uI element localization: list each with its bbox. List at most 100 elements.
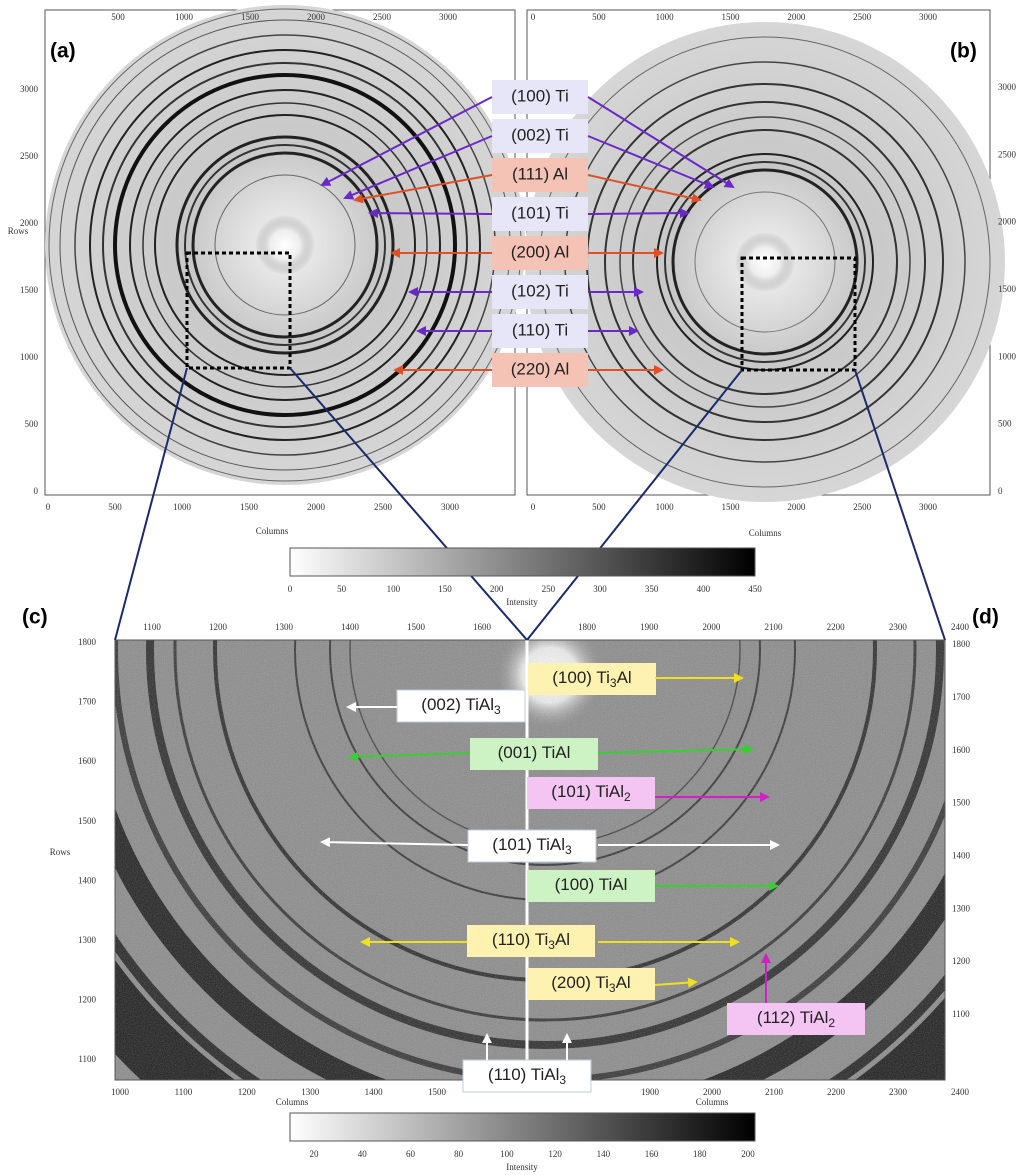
reflection-label: (112) TiAl2	[757, 1008, 836, 1030]
x-axis-title: Columns	[276, 1097, 309, 1107]
x-tick-label: 2400	[951, 622, 970, 632]
colorbar-tick: 200	[741, 1149, 755, 1159]
x-axis-title: Columns	[256, 526, 289, 536]
colorbar-title: Intensity	[506, 597, 538, 607]
x-tick-label: 1000	[111, 1087, 130, 1097]
y-tick-label: 3000	[20, 84, 39, 94]
y-tick-label: 1200	[78, 994, 97, 1004]
x-tick-label: 1400	[341, 622, 360, 632]
colorbar-tick: 40	[358, 1149, 368, 1159]
x-tick-label: 2300	[889, 1087, 908, 1097]
y-tick-label: 1300	[952, 903, 971, 913]
y-tick-label: 0	[34, 486, 39, 496]
x-tick-label: 1000	[175, 12, 194, 22]
x-tick-label: 2200	[827, 622, 846, 632]
panel-label: (a)	[50, 40, 76, 63]
x-tick-label: 500	[108, 502, 122, 512]
panel-label: (c)	[22, 606, 48, 629]
colorbar-tick: 350	[645, 584, 659, 594]
reflection-label: (001) TiAl	[498, 743, 571, 762]
colorbar	[290, 548, 755, 576]
label-text: (001) TiAl	[498, 743, 571, 762]
label-tail: Al	[616, 973, 631, 992]
reflection-label: (100) TiAl	[555, 875, 628, 894]
x-tick-label: 2200	[827, 1087, 846, 1097]
reflection-label: (111) Al	[512, 164, 568, 183]
reflection-label: (101) TiAl2	[551, 782, 631, 804]
x-tick-label: 3000	[439, 12, 458, 22]
x-tick-label: 3000	[919, 12, 938, 22]
reflection-label: (102) Ti	[511, 281, 569, 300]
x-tick-label: 3000	[441, 502, 460, 512]
x-tick-label: 1000	[656, 502, 675, 512]
x-tick-label: 2000	[307, 502, 326, 512]
center-spot	[255, 215, 315, 275]
y-axis-title: Rows	[50, 847, 71, 857]
x-tick-label: 2400	[951, 1087, 970, 1097]
x-tick-label: 2000	[787, 502, 806, 512]
x-tick-label: 1000	[656, 12, 675, 22]
y-tick-label: 2500	[998, 149, 1017, 159]
colorbar-tick: 150	[438, 584, 452, 594]
label-text: (100) TiAl	[555, 875, 628, 894]
x-tick-label: 1100	[175, 1087, 193, 1097]
y-tick-label: 1500	[952, 798, 971, 808]
reflection-label: (200) Ti3Al	[551, 973, 630, 995]
arrow	[370, 213, 492, 214]
colorbar-tick: 140	[597, 1149, 611, 1159]
subscript: 2	[828, 1016, 835, 1030]
x-tick-label: 2300	[889, 622, 908, 632]
x-tick-label: 2000	[703, 1087, 722, 1097]
subscript: 3	[494, 703, 501, 717]
x-tick-label: 2000	[702, 622, 721, 632]
arrow	[588, 213, 688, 214]
x-tick-label: 500	[111, 12, 125, 22]
x-tick-label: 2000	[307, 12, 326, 22]
x-tick-label: 0	[46, 502, 51, 512]
y-tick-label: 500	[25, 419, 39, 429]
y-tick-label: 1800	[78, 637, 97, 647]
x-tick-label: 2500	[374, 502, 393, 512]
colorbar-tick: 450	[748, 584, 762, 594]
y-tick-label: 1100	[78, 1054, 96, 1064]
colorbar-tick: 60	[406, 1149, 416, 1159]
reflection-label: (110) Ti	[512, 320, 568, 339]
x-axis-title: Columns	[749, 528, 782, 538]
x-tick-label: 1300	[301, 1087, 320, 1097]
x-tick-label: 1800	[578, 622, 597, 632]
x-tick-label: 0	[531, 502, 536, 512]
x-tick-label: 1300	[275, 622, 294, 632]
x-tick-label: 1400	[365, 1087, 384, 1097]
y-tick-label: 2500	[20, 151, 39, 161]
x-tick-label: 1900	[640, 622, 659, 632]
colorbar-tick: 0	[288, 584, 293, 594]
reflection-label: (200) Al	[511, 242, 570, 261]
y-tick-label: 3000	[998, 82, 1017, 92]
label-text: (112) TiAl	[757, 1008, 829, 1027]
y-tick-label: 2000	[998, 217, 1017, 227]
reflection-label: (101) Ti	[511, 203, 569, 222]
label-text: (110) TiAl	[488, 1065, 560, 1084]
colorbar-tick: 200	[490, 584, 504, 594]
y-tick-label: 1700	[78, 697, 97, 707]
colorbar-tick: 20	[310, 1149, 320, 1159]
reflection-label: (100) Ti3Al	[552, 668, 631, 690]
y-axis-title: Rows	[8, 226, 29, 236]
colorbar-tick: 80	[454, 1149, 464, 1159]
x-tick-label: 1500	[241, 12, 260, 22]
colorbar-tick: 120	[548, 1149, 562, 1159]
colorbar-tick: 180	[693, 1149, 707, 1159]
y-tick-label: 1600	[78, 756, 97, 766]
x-tick-label: 1500	[240, 502, 259, 512]
colorbar-tick: 100	[387, 584, 401, 594]
label-text: (110) Ti	[492, 930, 548, 949]
y-tick-label: 1100	[952, 1009, 970, 1019]
y-tick-label: 1300	[78, 935, 97, 945]
label-text: (200) Ti	[551, 973, 609, 992]
x-tick-label: 1200	[209, 622, 228, 632]
x-tick-label: 1500	[428, 1087, 447, 1097]
x-tick-label: 2100	[765, 1087, 784, 1097]
colorbar-tick: 250	[542, 584, 556, 594]
x-tick-label: 2100	[765, 622, 784, 632]
y-tick-label: 1500	[998, 284, 1017, 294]
